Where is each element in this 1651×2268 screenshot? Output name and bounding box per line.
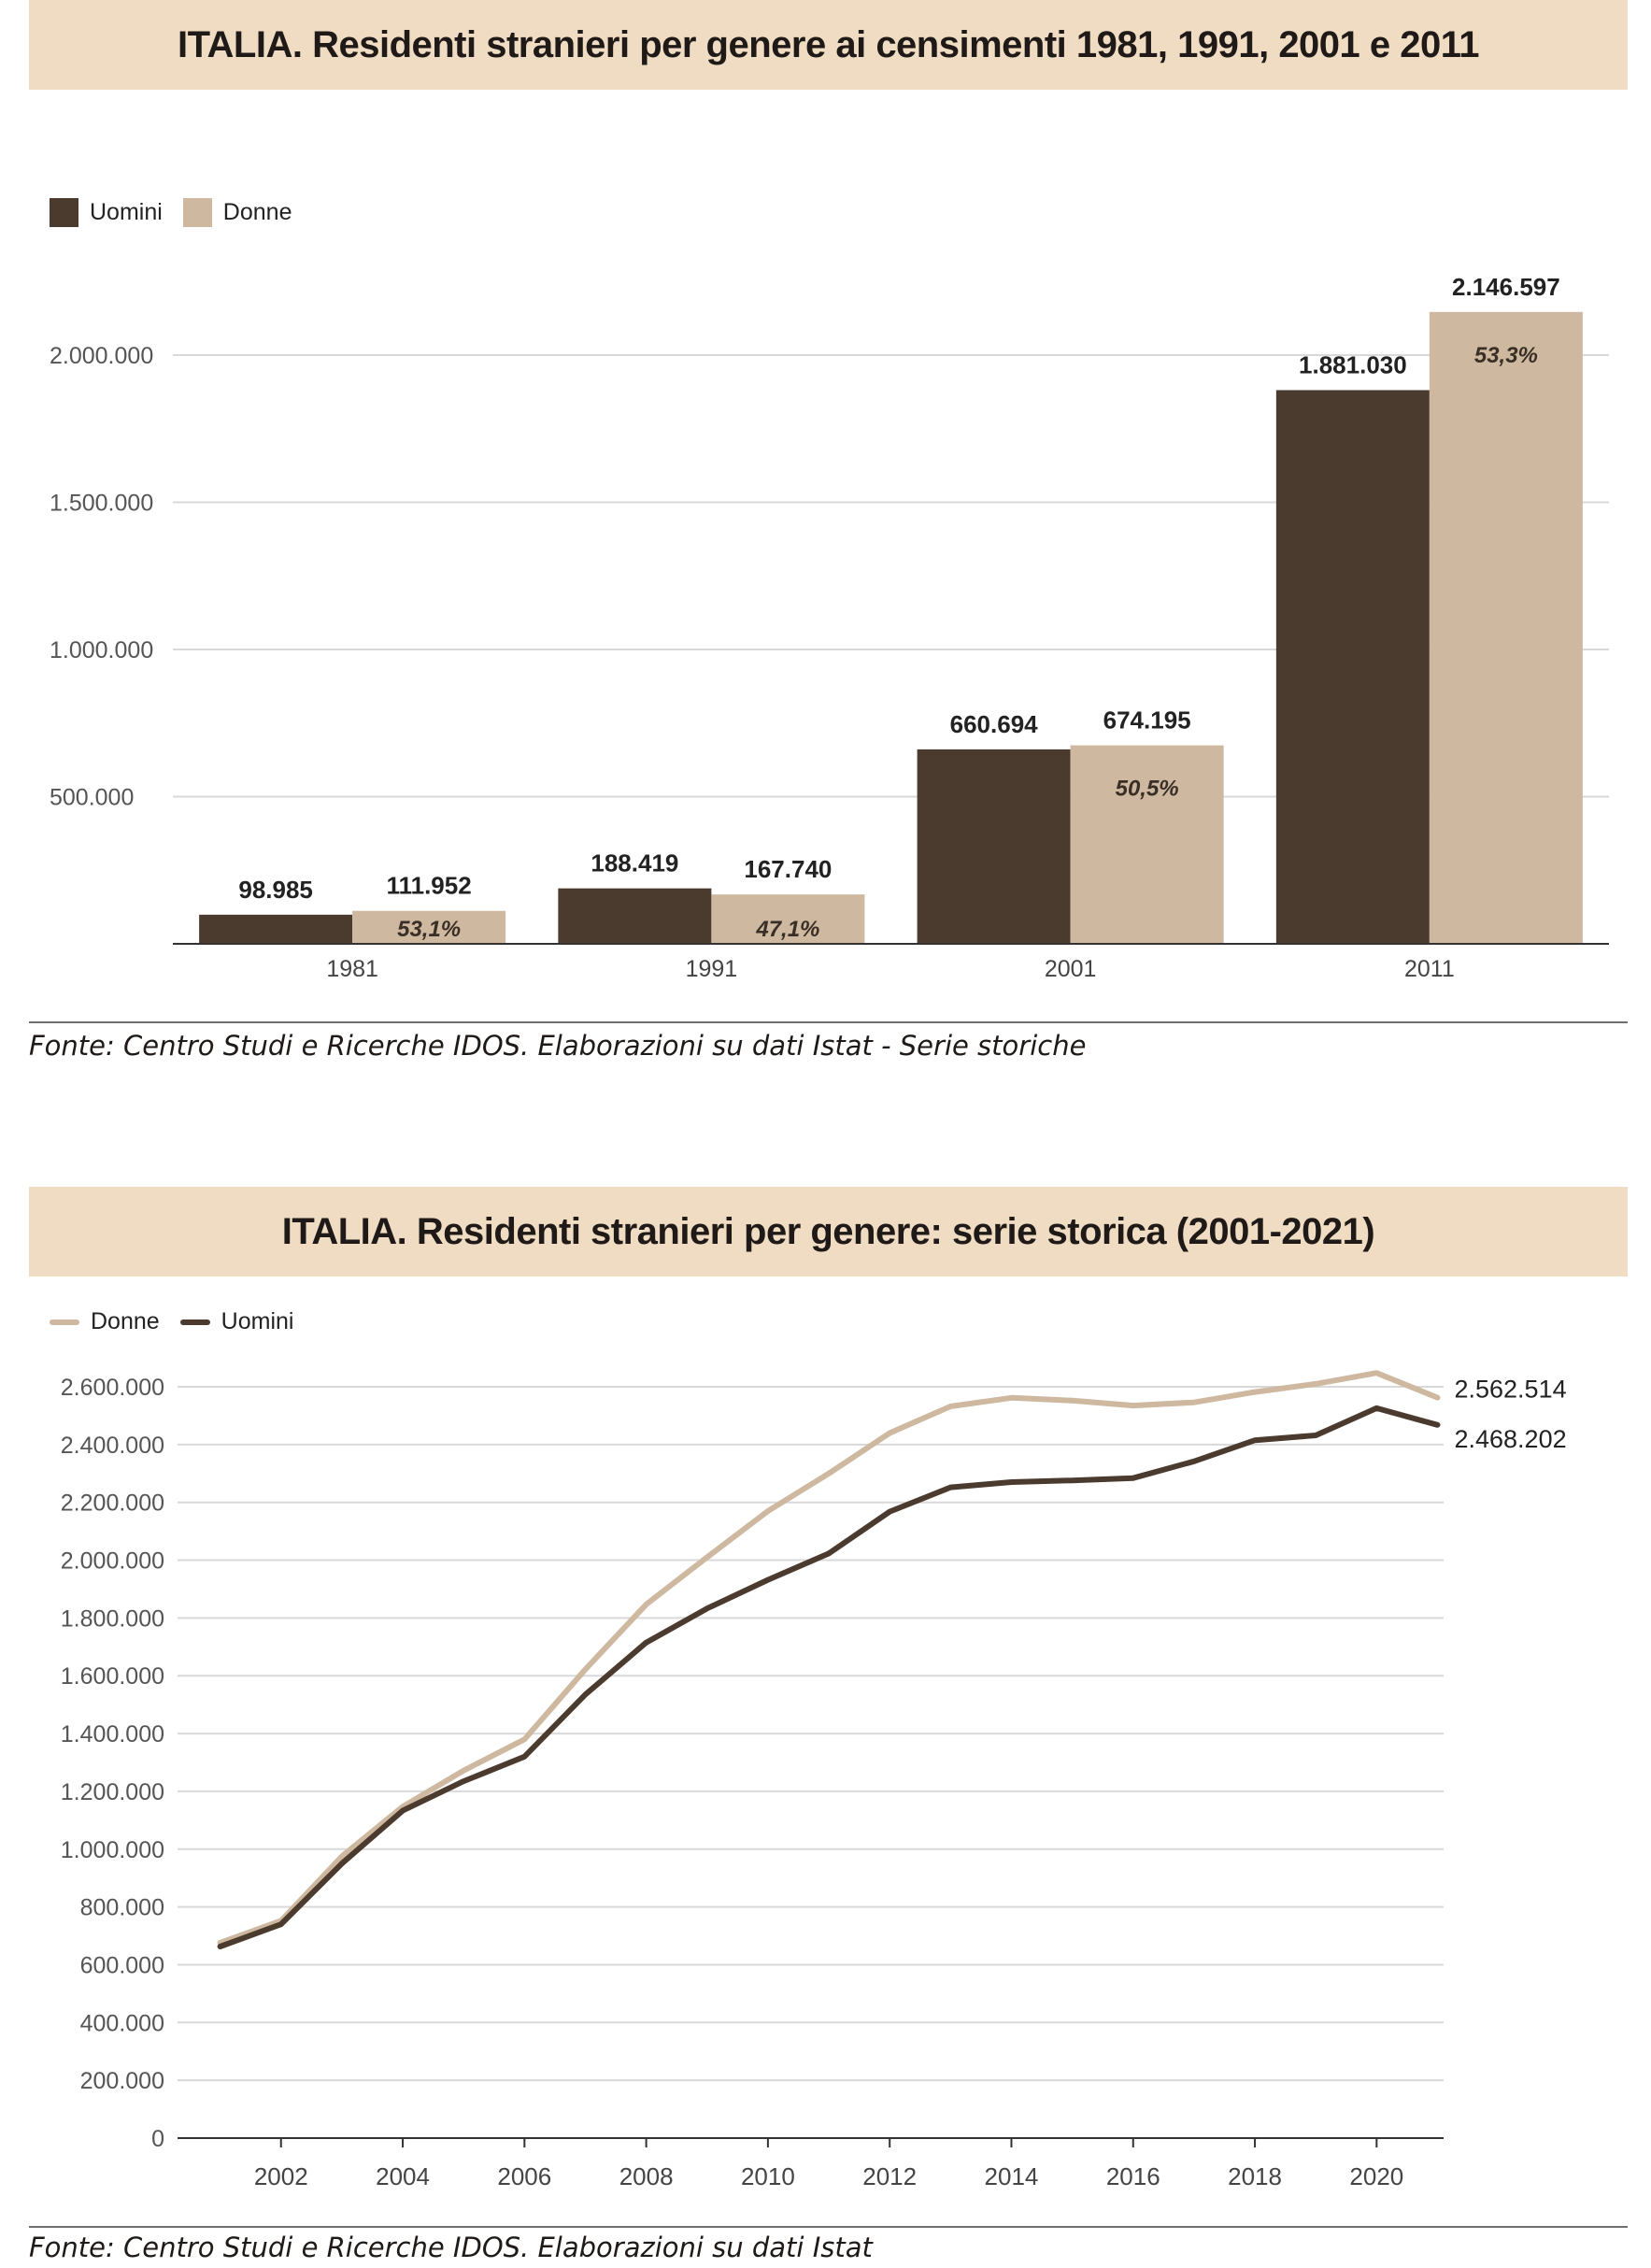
x-tick-label: 2002 — [254, 2162, 308, 2190]
y-tick-label: 1.800.000 — [61, 1605, 164, 1632]
y-tick-label: 1.000.000 — [61, 1837, 164, 1863]
y-tick-label: 600.000 — [80, 1952, 164, 1978]
x-tick-label: 2008 — [619, 2162, 674, 2190]
bar-donne — [352, 910, 506, 944]
chart1-source: Fonte: Centro Studi e Ricerche IDOS. Ela… — [29, 1030, 1087, 1062]
chart2-title: ITALIA. Residenti stranieri per genere: … — [281, 1210, 1375, 1252]
bar-donne — [1429, 311, 1583, 945]
bar-pct-label: 53,1% — [397, 917, 461, 942]
line-end-label-uomini: 2.468.202 — [1454, 1425, 1566, 1453]
bar-value-label: 660.694 — [950, 710, 1039, 738]
y-tick-label: 400.000 — [80, 2010, 164, 2036]
y-tick-label: 2.200.000 — [61, 1491, 164, 1517]
chart1-legend-item-donne: Donne — [182, 198, 292, 227]
x-tick-label: 2014 — [985, 2162, 1039, 2190]
bar-donne — [711, 894, 865, 944]
bar-uomini — [1275, 390, 1430, 944]
y-tick-label: 200.000 — [80, 2068, 164, 2094]
chart2-source: Fonte: Centro Studi e Ricerche IDOS. Ela… — [29, 2232, 873, 2263]
line-end-label-donne: 2.562.514 — [1454, 1376, 1566, 1404]
x-tick-label: 2020 — [1349, 2162, 1403, 2190]
y-tick-label: 1.000.000 — [50, 637, 153, 663]
x-tick-label: 2004 — [376, 2162, 430, 2190]
line-series-uomini — [217, 1405, 1441, 1949]
chart2-legend: Donne Uomini — [50, 1308, 314, 1335]
bar-value-label: 188.419 — [591, 849, 678, 877]
legend-label-donne: Donne — [91, 1308, 160, 1334]
chart2-title-band: ITALIA. Residenti stranieri per genere: … — [29, 1187, 1628, 1277]
y-tick-label: 2.000.000 — [61, 1548, 164, 1575]
bar-value-label: 111.952 — [387, 872, 472, 900]
y-tick-label: 1.600.000 — [61, 1663, 164, 1690]
bar-pct-label: 50,5% — [1116, 777, 1179, 802]
x-tick-label: 1981 — [326, 956, 378, 982]
legend-label-uomini: Uomini — [90, 199, 163, 225]
y-tick-label: 2.000.000 — [50, 343, 153, 369]
y-tick-label: 2.400.000 — [61, 1433, 164, 1459]
legend-line-donne — [50, 1319, 79, 1325]
chart2-legend-item-donne: Donne — [50, 1308, 160, 1335]
bar-uomini — [558, 888, 712, 944]
chart2-source-rule — [29, 2226, 1628, 2228]
y-tick-label: 2.600.000 — [61, 1375, 164, 1401]
x-tick-label: 2018 — [1228, 2162, 1282, 2190]
x-tick-label: 1991 — [686, 956, 738, 982]
bar-value-label: 1.881.030 — [1299, 350, 1407, 378]
chart1-title-band: ITALIA. Residenti stranieri per genere a… — [29, 0, 1628, 90]
chart1-legend-item-uomini: Uomini — [50, 198, 163, 227]
x-tick-label: 2001 — [1045, 956, 1097, 982]
chart1-source-rule — [29, 1021, 1628, 1023]
y-tick-label: 800.000 — [80, 1895, 164, 1921]
y-tick-label: 1.400.000 — [61, 1721, 164, 1747]
bar-pct-label: 47,1% — [755, 917, 819, 942]
y-tick-label: 500.000 — [50, 785, 134, 811]
x-tick-label: 2010 — [741, 2162, 795, 2190]
legend-swatch-donne — [182, 198, 212, 227]
legend-label-uomini: Uomini — [221, 1308, 294, 1334]
x-tick-label: 2016 — [1106, 2162, 1160, 2190]
bar-uomini — [199, 914, 353, 944]
x-tick-label: 2006 — [497, 2162, 551, 2190]
y-tick-label: 1.500.000 — [50, 491, 153, 517]
bar-value-label: 167.740 — [744, 855, 832, 883]
chart1-bar-chart: 500.000 1.000.000 1.500.000 2.000.000 98.985… — [50, 273, 1609, 982]
legend-line-uomini — [179, 1319, 210, 1325]
line-series-donne — [217, 1370, 1441, 1946]
x-tick-label: 2012 — [862, 2162, 917, 2190]
chart1-title: ITALIA. Residenti stranieri per genere a… — [177, 23, 1480, 65]
bar-value-label: 98.985 — [238, 876, 313, 904]
chart2-legend-item-uomini: Uomini — [179, 1308, 294, 1335]
bar-uomini — [917, 749, 1071, 944]
bar-donne — [1070, 745, 1224, 944]
y-tick-label: 1.200.000 — [61, 1779, 164, 1805]
bar-value-label: 674.195 — [1103, 706, 1191, 735]
y-tick-label: 0 — [151, 2126, 164, 2152]
legend-swatch-uomini — [50, 198, 78, 227]
bar-pct-label: 53,3% — [1474, 343, 1538, 368]
x-tick-label: 2011 — [1404, 956, 1455, 982]
bar-value-label: 2.146.597 — [1452, 273, 1560, 301]
legend-label-donne: Donne — [222, 199, 292, 225]
chart1-legend: Uomini Donne — [50, 198, 312, 227]
